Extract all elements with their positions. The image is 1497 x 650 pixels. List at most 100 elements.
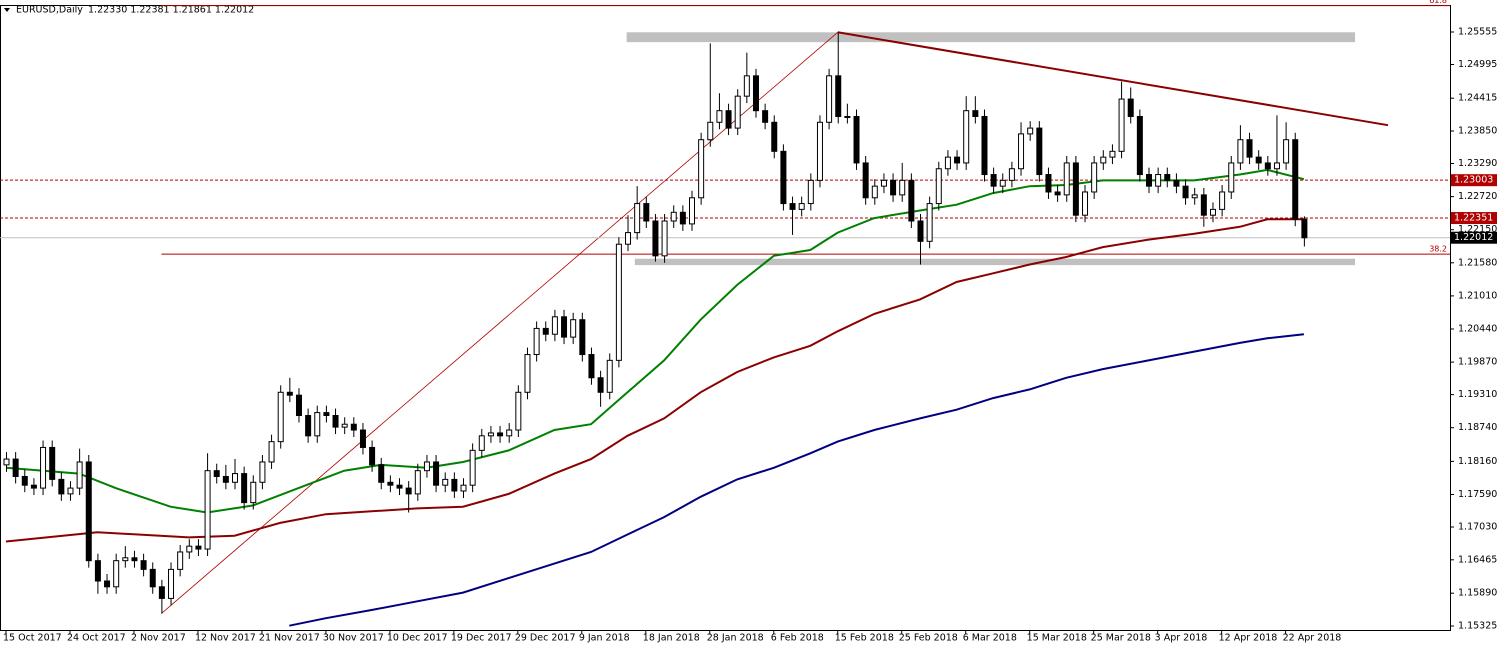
candle-body xyxy=(442,478,449,486)
candle-body xyxy=(49,446,56,480)
candle-body xyxy=(286,391,293,396)
candle-body xyxy=(871,185,878,199)
candle-body xyxy=(762,110,769,123)
candle-body xyxy=(506,429,513,437)
candle-body xyxy=(743,75,750,97)
candle-body xyxy=(85,461,92,562)
candle-body xyxy=(323,412,330,417)
x-tick-label: 10 Dec 2017 xyxy=(387,633,448,644)
candle-body xyxy=(1173,179,1180,187)
x-tick-label: 2 Nov 2017 xyxy=(131,633,186,644)
candle-body xyxy=(478,435,485,451)
candle-body xyxy=(158,586,165,599)
candle-body xyxy=(561,316,568,338)
candle-body xyxy=(789,203,796,210)
candle-body xyxy=(359,429,366,448)
candle-body xyxy=(835,75,842,117)
x-tick-label: 15 Feb 2018 xyxy=(835,633,894,644)
candle-body xyxy=(890,179,897,196)
fib-label: 61.8 xyxy=(1429,0,1447,5)
candle-body xyxy=(990,174,997,187)
candle-body xyxy=(533,327,540,356)
candle-body xyxy=(369,446,376,466)
candle-body xyxy=(917,220,924,242)
candle-body xyxy=(204,470,211,550)
candle-body xyxy=(1036,127,1043,176)
candle-body xyxy=(487,432,494,437)
x-tick-label: 15 Oct 2017 xyxy=(3,633,62,644)
candle-body xyxy=(195,545,202,550)
candle-body xyxy=(524,354,531,393)
candle-body xyxy=(1228,162,1235,193)
candle-body xyxy=(515,391,522,431)
candle-body xyxy=(94,560,101,582)
candle-body xyxy=(405,487,412,495)
candle-body xyxy=(295,394,302,417)
candle-body xyxy=(689,197,695,225)
candle-body xyxy=(1237,139,1244,164)
candle-body xyxy=(423,461,430,472)
candle-body xyxy=(222,475,229,483)
y-tick-label: 1.21010 xyxy=(1458,290,1497,301)
candle-body xyxy=(1255,156,1262,164)
x-tick-label: 29 Dec 2017 xyxy=(515,633,576,644)
candle-body xyxy=(899,179,906,196)
candle-body xyxy=(1191,194,1198,199)
candle-body xyxy=(643,203,650,222)
candle-body xyxy=(113,560,120,588)
y-tick-label: 1.22150 xyxy=(1458,224,1497,235)
candle-body xyxy=(177,551,184,570)
fib-label: 38.2 xyxy=(1429,245,1447,254)
candle-body xyxy=(30,484,37,489)
candle-body xyxy=(21,475,28,486)
y-tick-label: 1.19870 xyxy=(1458,357,1497,368)
candle-body xyxy=(944,156,951,170)
candle-body xyxy=(3,458,10,466)
candle-body xyxy=(1209,208,1216,216)
y-tick-label: 1.17590 xyxy=(1458,489,1497,500)
candle-body xyxy=(12,458,19,477)
candle-body xyxy=(314,412,321,437)
candle-body xyxy=(844,115,851,118)
y-tick-label: 1.22720 xyxy=(1458,191,1497,202)
price-box xyxy=(1451,231,1497,244)
candle-body xyxy=(40,446,47,489)
candle-body xyxy=(305,415,312,437)
candle-body xyxy=(1200,194,1207,216)
candle-body xyxy=(807,179,814,205)
candle-body xyxy=(332,415,339,428)
candle-body xyxy=(798,203,805,210)
candle-body xyxy=(1155,174,1162,187)
candle-body xyxy=(780,150,787,205)
zone xyxy=(626,32,1356,43)
candle-body xyxy=(579,319,586,356)
candle-body xyxy=(140,560,147,570)
candle-body xyxy=(1008,168,1015,181)
candle-body xyxy=(1018,133,1025,170)
y-tick-label: 1.18740 xyxy=(1458,422,1497,433)
level-box xyxy=(1451,212,1497,225)
candle-body xyxy=(131,557,138,562)
x-tick-label: 28 Jan 2018 xyxy=(707,633,764,644)
level-box-label: 1.23003 xyxy=(1454,175,1493,186)
candle-body xyxy=(880,179,887,187)
candle-body xyxy=(1127,98,1134,117)
y-tick-label: 1.17030 xyxy=(1458,521,1497,532)
ohlc-readout: 1.22330 1.22381 1.21861 1.22012 xyxy=(88,5,254,16)
candle-body xyxy=(1283,139,1290,164)
candle-body xyxy=(570,319,577,338)
x-tick-label: 25 Feb 2018 xyxy=(899,633,958,644)
candle-body xyxy=(981,115,988,176)
x-tick-label: 18 Jan 2018 xyxy=(643,633,700,644)
candle-body xyxy=(1100,156,1107,164)
candle-body xyxy=(1109,150,1116,158)
fib-line xyxy=(161,31,839,614)
x-tick-label: 12 Apr 2018 xyxy=(1219,633,1278,644)
zone xyxy=(634,258,1356,266)
moving-average xyxy=(5,168,1305,514)
y-tick-label: 1.24995 xyxy=(1458,59,1497,70)
candle-body xyxy=(679,211,686,225)
candle-body xyxy=(1301,218,1308,239)
candle-body xyxy=(1219,191,1226,210)
